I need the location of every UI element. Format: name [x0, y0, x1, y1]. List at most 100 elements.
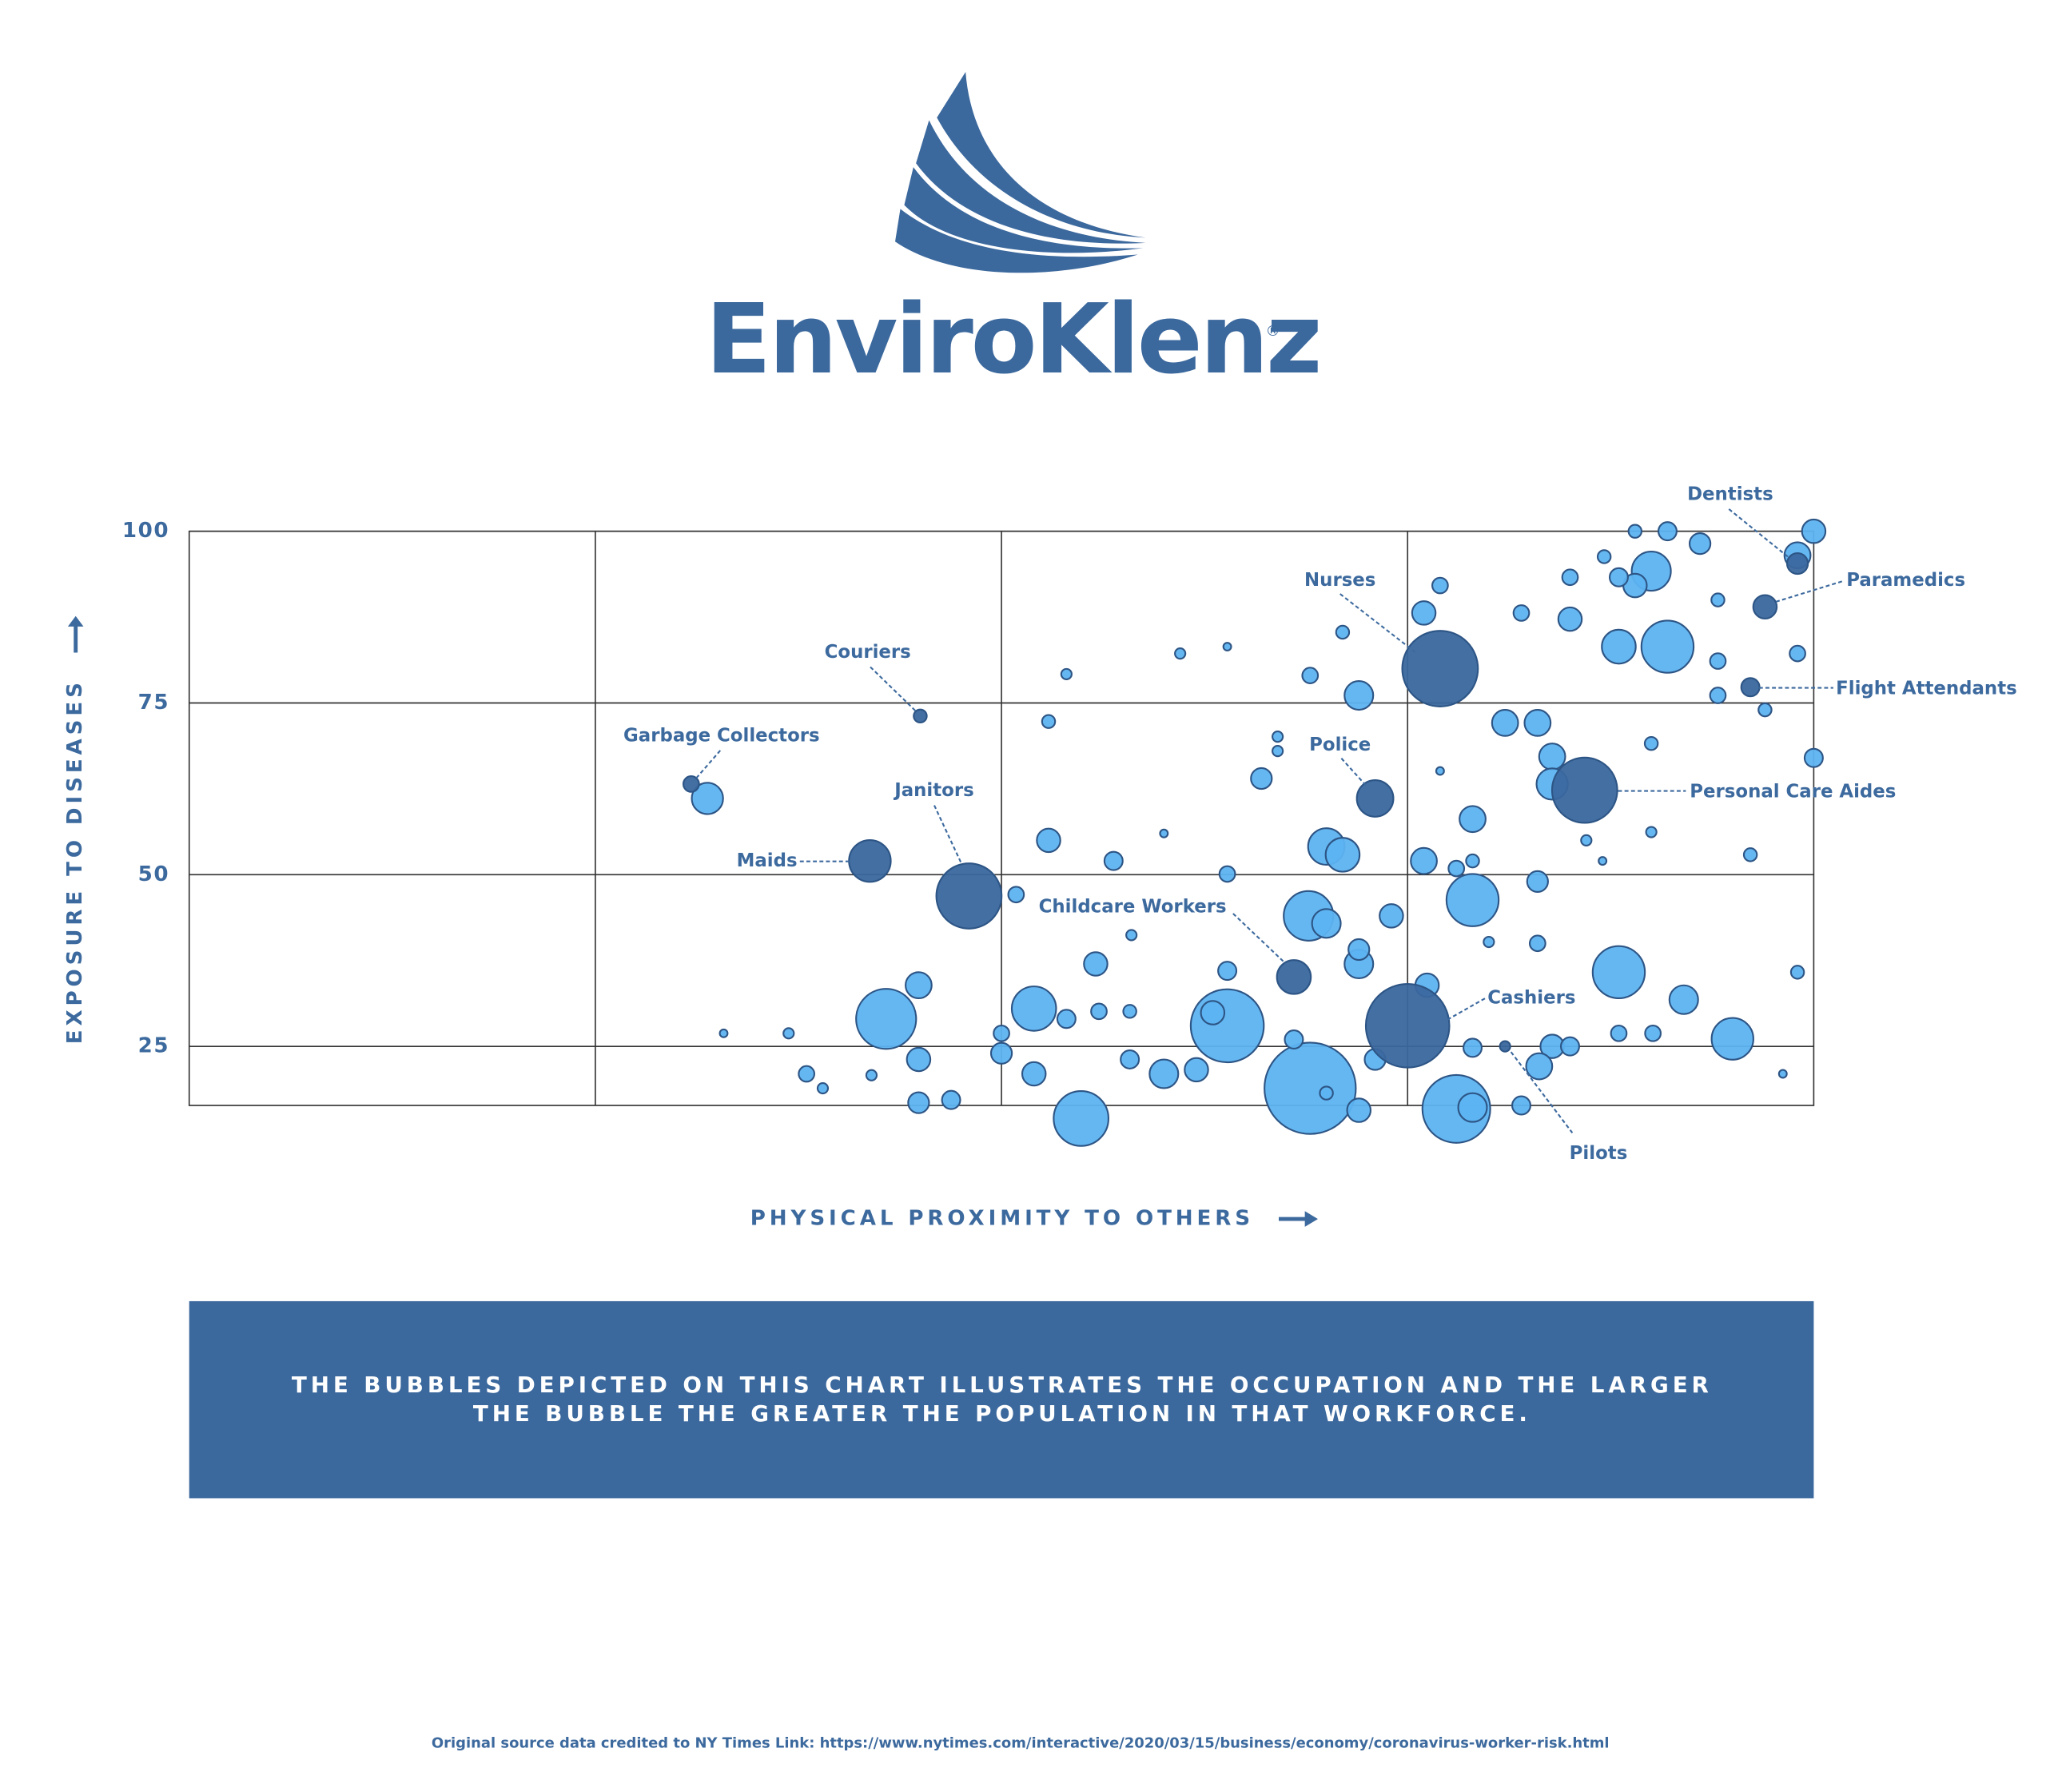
- bubble: [1122, 1004, 1137, 1019]
- bubble: [1421, 1073, 1491, 1144]
- bubble: [1379, 903, 1404, 929]
- highlight-bubble: [1276, 959, 1312, 995]
- bubble: [1060, 667, 1073, 680]
- bubble: [1710, 1017, 1754, 1061]
- bubble: [855, 988, 918, 1050]
- highlight-bubble: [1355, 779, 1395, 818]
- logo-mark: ®: [1266, 323, 1280, 340]
- leader-line: [1445, 998, 1486, 1021]
- bubble: [1627, 524, 1643, 539]
- bubble: [1200, 1000, 1226, 1025]
- bubble: [691, 782, 724, 815]
- x-axis-arrow-head: [1304, 1211, 1318, 1227]
- logo-swoosh: [895, 71, 1146, 273]
- highlight-bubble: [935, 862, 1003, 930]
- bubble: [1511, 1095, 1532, 1116]
- highlight-bubble: [1364, 983, 1451, 1069]
- bubble: [1789, 965, 1805, 980]
- bubble: [1645, 826, 1658, 838]
- bubble: [1465, 853, 1480, 869]
- bubble: [1010, 986, 1057, 1032]
- bubble: [1301, 667, 1320, 684]
- note-banner: [189, 1300, 1814, 1499]
- highlight-bubble: [1499, 1040, 1511, 1053]
- bubble: [1311, 908, 1342, 939]
- bubble: [906, 1046, 932, 1073]
- leader-line: [933, 805, 963, 865]
- bubble: [941, 1089, 961, 1110]
- leader-line: [693, 750, 722, 782]
- bubble: [1222, 642, 1232, 651]
- highlight-bubble: [1550, 756, 1618, 824]
- bubble: [1083, 951, 1109, 977]
- bubble: [989, 1041, 1013, 1065]
- bubble: [1688, 532, 1712, 556]
- bubble: [798, 1065, 815, 1083]
- bubble: [1560, 1036, 1580, 1057]
- note-line: THE BUBBLES DEPICTED ON THIS CHART ILLUS…: [292, 1372, 1713, 1398]
- bubble: [1742, 847, 1758, 862]
- bubble-label: Pilots: [1570, 1143, 1628, 1164]
- source: Original source data credited to NY Time…: [432, 1734, 1610, 1751]
- bubble-label: Garbage Collectors: [623, 725, 820, 746]
- bubble: [1041, 714, 1057, 729]
- bubble: [1435, 766, 1445, 776]
- bubble: [1148, 1058, 1180, 1089]
- highlight-bubble: [1752, 594, 1778, 619]
- bubble: [1526, 870, 1549, 894]
- bubble: [1189, 988, 1265, 1064]
- bubble: [1596, 549, 1612, 564]
- bubble: [1319, 1085, 1334, 1101]
- bubble: [782, 1027, 795, 1040]
- bubble: [1657, 521, 1678, 542]
- bubble: [1431, 576, 1449, 595]
- bubble: [1591, 945, 1646, 1000]
- plot: 25 50 75 100 Dentists Paramedics Flight Attend…: [122, 484, 2017, 1163]
- bubble: [1411, 600, 1437, 626]
- leader-line: [1340, 758, 1367, 786]
- bubble: [865, 1069, 878, 1081]
- bubble: [1056, 1009, 1077, 1029]
- bubble: [1125, 929, 1138, 942]
- bubble: [993, 1024, 1010, 1042]
- bubble: [1184, 1057, 1209, 1083]
- bubble: [1561, 568, 1579, 587]
- bubble: [1538, 743, 1566, 771]
- highlight-bubble: [1740, 677, 1761, 698]
- highlight-bubble: [1785, 552, 1809, 575]
- bubble: [1272, 745, 1284, 758]
- bubble: [1457, 1092, 1488, 1123]
- bubble-label: Flight Attendants: [1836, 679, 2017, 699]
- bubble: [1346, 1097, 1372, 1123]
- leader-line: [1339, 593, 1417, 654]
- bubble: [1459, 805, 1487, 834]
- bubble-label: Paramedics: [1846, 570, 1965, 591]
- bubble: [816, 1081, 830, 1095]
- bubble: [1491, 709, 1519, 737]
- y-tick-label: 25: [138, 1034, 170, 1058]
- bubble: [1608, 567, 1629, 587]
- bubble: [718, 1028, 729, 1038]
- bubble: [1528, 934, 1546, 953]
- bubble: [905, 971, 933, 1000]
- bubble-label: Nurses: [1304, 570, 1375, 591]
- bubble: [1021, 1061, 1047, 1087]
- bubble: [1272, 731, 1284, 743]
- note-line: THE BUBBLE THE GREATER THE POPULATION IN…: [473, 1400, 1531, 1427]
- bubble: [1757, 702, 1773, 718]
- bubble: [1007, 886, 1025, 904]
- bubble: [1640, 619, 1695, 674]
- bubble: [1120, 1049, 1140, 1069]
- bubble: [1217, 961, 1238, 982]
- bubble: [1036, 827, 1061, 854]
- bubble: [1610, 1024, 1628, 1042]
- bubble: [1598, 856, 1608, 866]
- bubble: [1710, 592, 1726, 607]
- bubble: [1053, 1090, 1110, 1147]
- leader-line: [1510, 1051, 1574, 1133]
- logo-text: EnviroKlenz: [706, 284, 1320, 396]
- bubble-label: Personal Care Aides: [1690, 782, 1896, 802]
- y-axis-label: EXPOSURE TO DISEASES: [63, 679, 87, 1044]
